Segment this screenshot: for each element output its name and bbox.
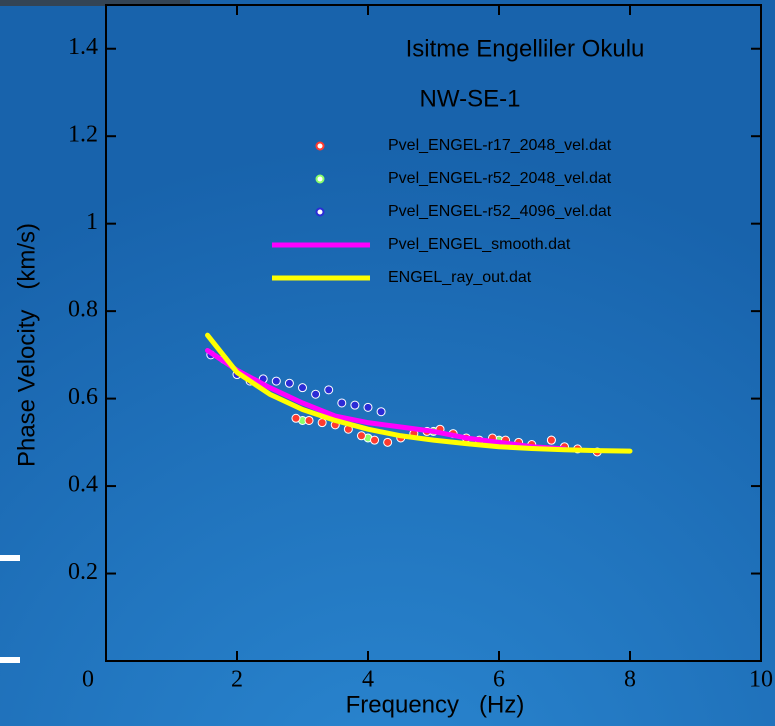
legend-label: ENGEL_ray_out.dat	[388, 269, 532, 286]
legend-label: Pvel_ENGEL_smooth.dat	[388, 236, 571, 253]
data-point	[284, 378, 294, 388]
legend-swatch	[315, 207, 325, 217]
legend-label: Pvel_ENGEL-r52_2048_vel.dat	[388, 170, 612, 187]
data-point	[546, 435, 556, 445]
data-point	[376, 407, 386, 417]
data-point	[317, 418, 327, 428]
x-tick-label: 10	[749, 667, 773, 693]
side-dash	[0, 657, 20, 663]
data-point	[370, 435, 380, 445]
data-point	[356, 431, 366, 441]
y-tick-label: 0.4	[68, 472, 98, 498]
data-point	[383, 437, 393, 447]
y-tick-label: 1	[86, 209, 98, 235]
legend-swatch	[315, 174, 325, 184]
data-point	[291, 413, 301, 423]
y-tick-label: 1.2	[68, 122, 98, 148]
plot-frame	[105, 4, 762, 662]
legend-label: Pvel_ENGEL-r52_4096_vel.dat	[388, 203, 612, 220]
data-point	[350, 400, 360, 410]
x-tick-label: 0	[82, 667, 94, 693]
x-tick-label: 4	[362, 667, 374, 693]
y-tick-label: 0.8	[68, 297, 98, 323]
chart-subtitle: NW-SE-1	[420, 85, 521, 112]
x-tick-label: 6	[493, 667, 505, 693]
y-axis-label: Phase Velocity (km/s)	[13, 223, 40, 467]
data-point	[363, 402, 373, 412]
y-tick-label: 0.6	[68, 384, 98, 410]
data-point	[271, 376, 281, 386]
top-strip	[0, 0, 190, 6]
y-tick-label: 0.2	[68, 559, 98, 585]
legend-label: Pvel_ENGEL-r17_2048_vel.dat	[388, 137, 612, 154]
x-tick-label: 8	[624, 667, 636, 693]
data-point	[304, 415, 314, 425]
series-line	[205, 332, 633, 454]
x-tick-label: 2	[231, 667, 243, 693]
data-point	[298, 383, 307, 393]
y-tick-label: 1.4	[68, 34, 98, 60]
data-point	[324, 385, 334, 395]
data-point	[311, 389, 321, 399]
legend-swatch	[315, 141, 325, 151]
side-dash	[0, 555, 20, 561]
chart-title: Isitme Engelliler Okulu	[406, 35, 645, 62]
series-line	[205, 347, 567, 452]
data-point	[337, 398, 347, 408]
x-axis-label: Frequency (Hz)	[346, 691, 525, 718]
